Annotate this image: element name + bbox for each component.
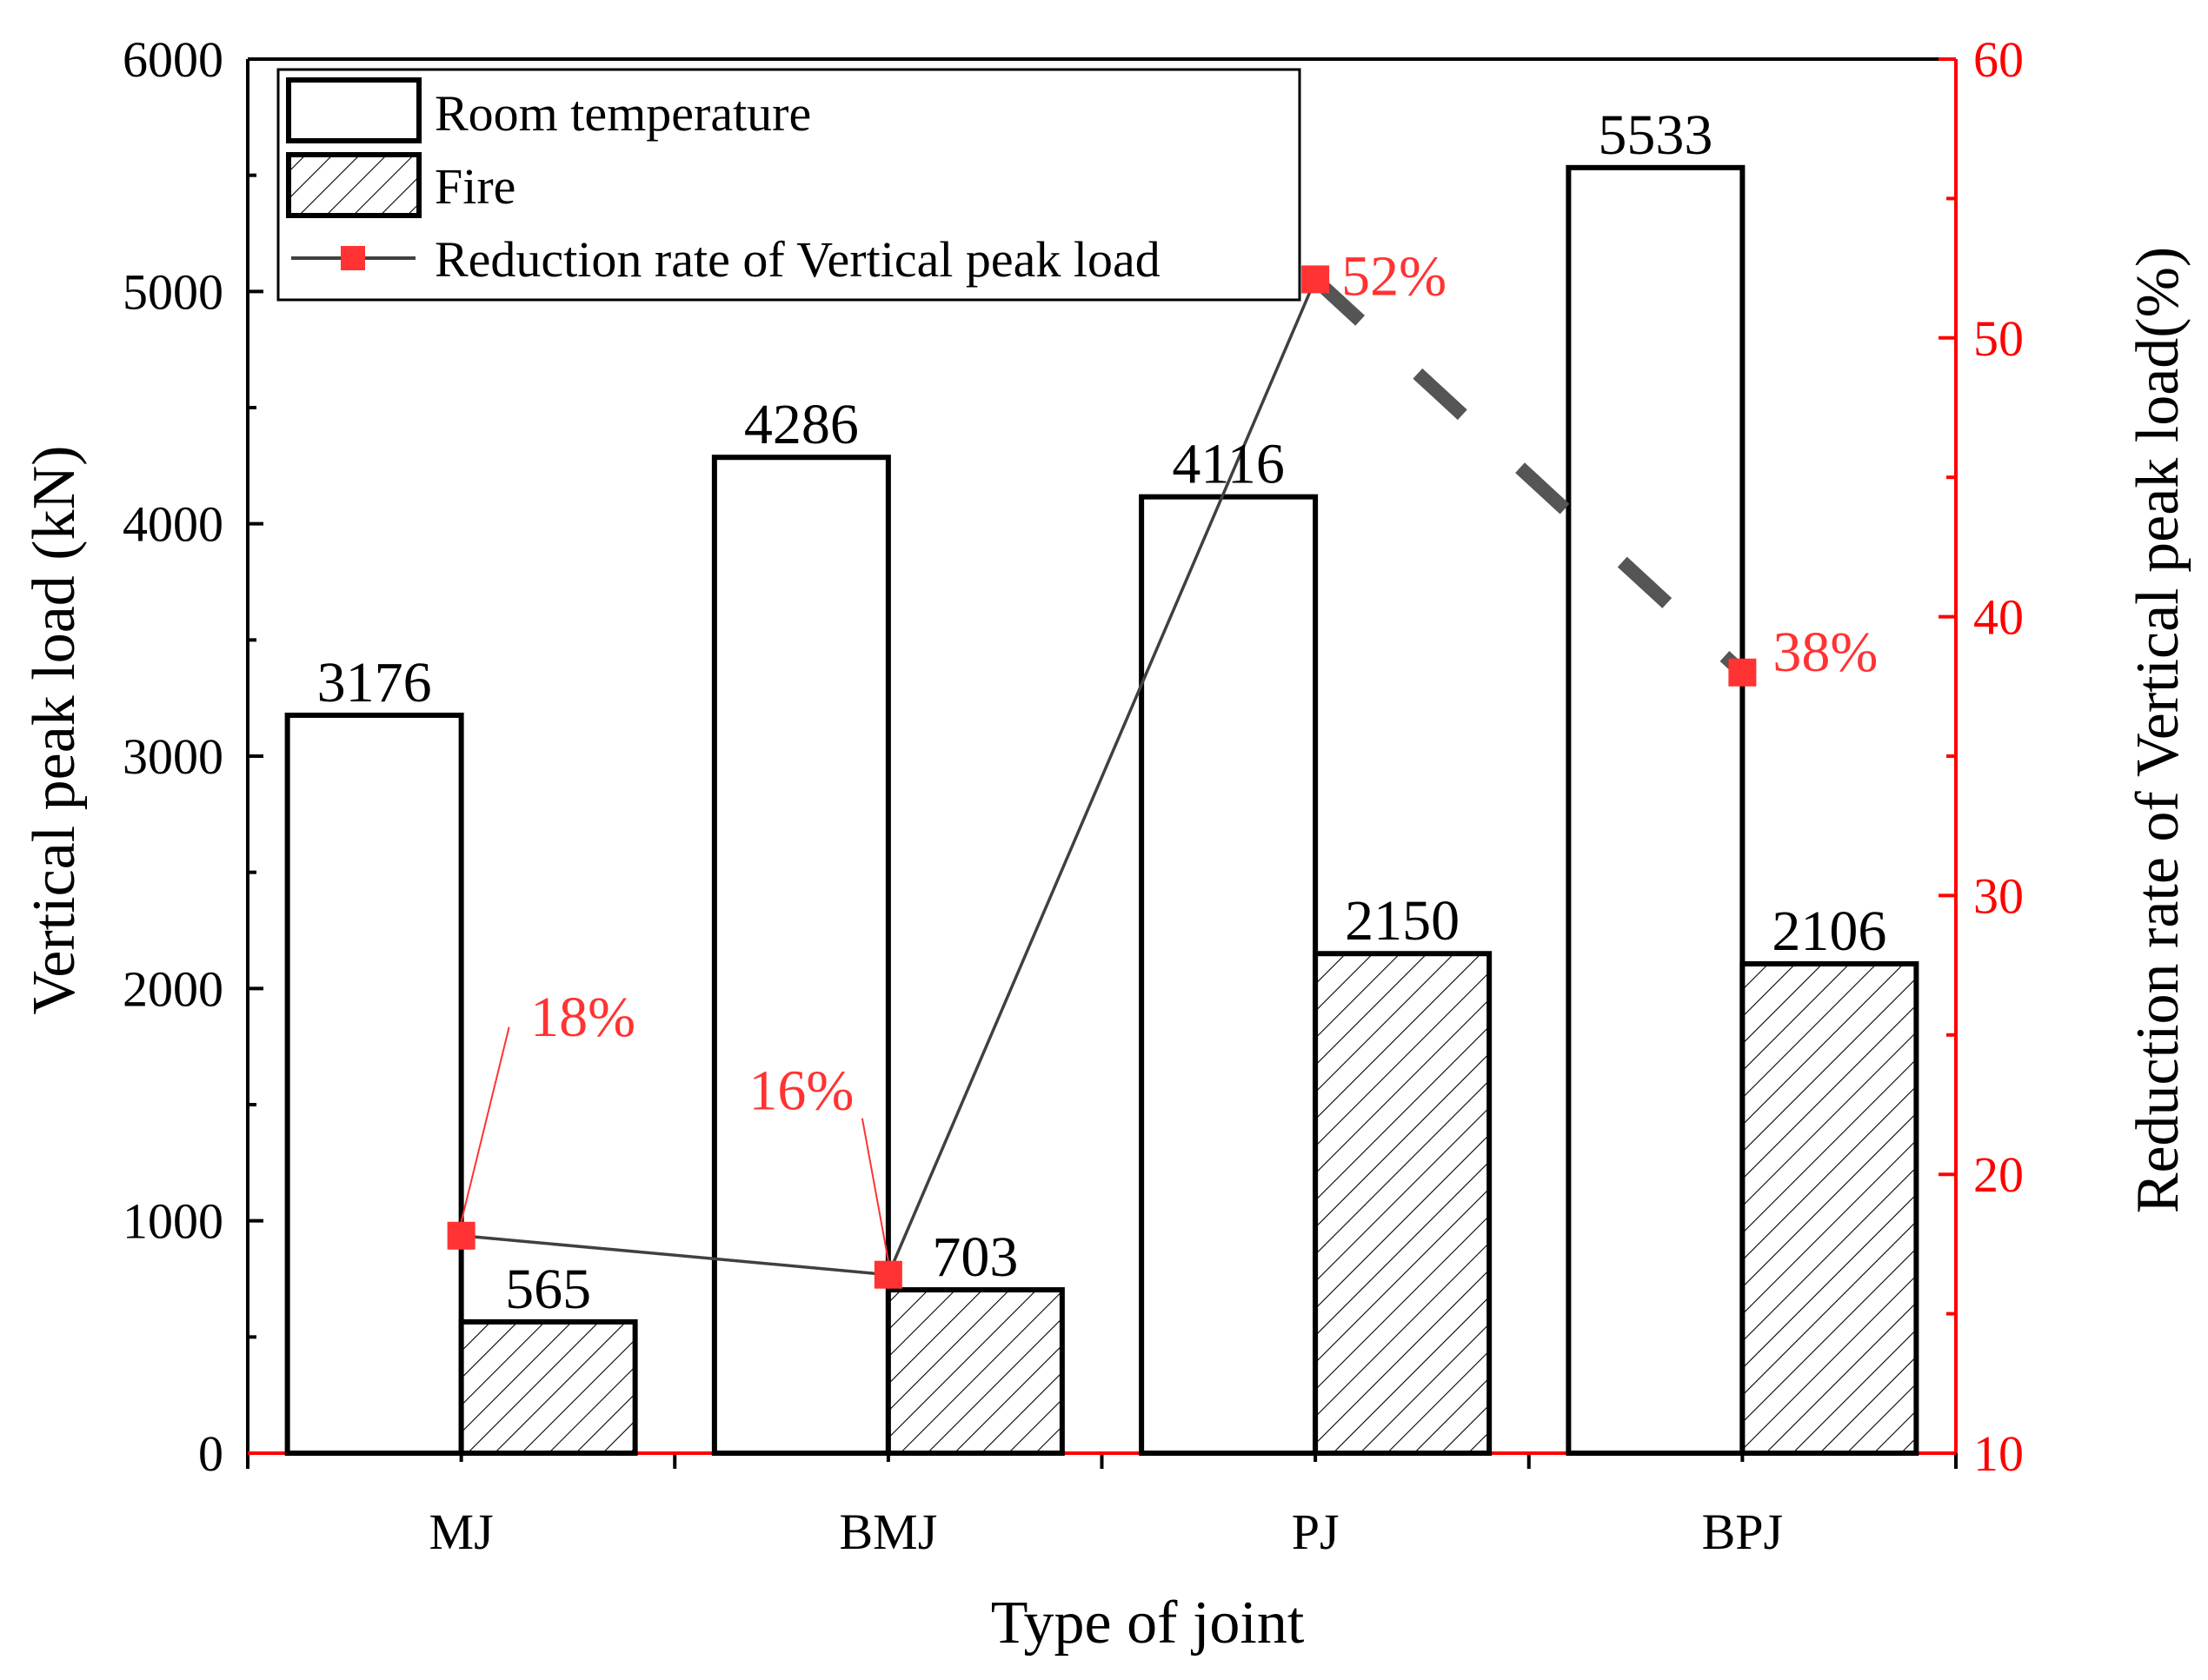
legend-box	[276, 68, 1301, 302]
reduction-marker-MJ	[447, 1221, 476, 1250]
reduction-marker-BMJ	[874, 1260, 902, 1289]
y-tick-label-6: 6000	[123, 31, 223, 88]
y-tick-label-2: 2000	[123, 960, 223, 1017]
y2-axis-title: Reduction rate of Vertical peak load(%)	[2125, 247, 2191, 1213]
x-tick-label-PJ: PJ	[1292, 1504, 1340, 1560]
axes: 0 1000 2000 3000 4000 5000 6000 10 20 30 40 50 60 MJ B…	[123, 31, 2024, 1560]
bar-fire-BMJ	[885, 1287, 1065, 1457]
data-label-fire-MJ: 565	[505, 1258, 591, 1321]
reduction-label-MJ: 18%	[530, 986, 635, 1049]
reduction-line	[447, 265, 1757, 1289]
bar-fire-PJ	[1313, 951, 1493, 1456]
data-label-room-temperature-PJ: 4116	[1172, 433, 1285, 496]
reduction-label-BPJ: 38%	[1772, 621, 1878, 684]
x-tick-label-MJ: MJ	[429, 1504, 494, 1560]
legend-label-room-temperature: Room temperature	[435, 85, 811, 142]
legend-swatch-fire	[286, 152, 422, 218]
y-tick-label-5: 5000	[123, 263, 223, 320]
data-label-room-temperature-BMJ: 4286	[744, 393, 859, 456]
y2-tick-label-5: 60	[1973, 31, 2024, 88]
data-label-room-temperature-BPJ: 5533	[1598, 103, 1713, 167]
bar-room-temperature-MJ	[284, 712, 464, 1456]
bar-fire-BPJ	[1739, 960, 1919, 1456]
bar-room-temperature-BPJ	[1566, 164, 1746, 1456]
y-tick-label-0: 0	[198, 1425, 223, 1482]
y-axis-title: Vertical peak load (kN)	[21, 446, 88, 1015]
y2-tick-label-3: 40	[1973, 589, 2024, 646]
data-labels: 3176 565 4286 703 4116 2150 5533 2106 18% 16% 52% 3…	[317, 103, 1887, 1321]
legend-label-fire: Fire	[435, 158, 515, 215]
y-tick-label-3: 3000	[123, 728, 223, 785]
legend: Room temperature Fire Reduction rate of …	[276, 68, 1301, 302]
x-axis-title: Type of joint	[991, 1590, 1305, 1657]
y2-tick-label-0: 10	[1973, 1425, 2024, 1482]
data-label-room-temperature-MJ: 3176	[317, 651, 432, 714]
bar-room-temperature-BMJ	[711, 455, 891, 1456]
bars	[284, 164, 1919, 1457]
reduction-marker-BPJ	[1728, 658, 1757, 687]
data-label-fire-PJ: 2150	[1345, 889, 1460, 953]
data-label-fire-BPJ: 2106	[1772, 900, 1886, 963]
reduction-marker-PJ	[1301, 265, 1330, 294]
legend-label-reduction-rate: Reduction rate of Vertical peak load	[435, 231, 1161, 288]
leader-line-BMJ	[861, 1118, 889, 1261]
bar-room-temperature-PJ	[1139, 494, 1319, 1456]
reduction-label-BMJ: 16%	[748, 1059, 854, 1123]
y2-tick-label-4: 50	[1973, 310, 2024, 367]
bar-fire-MJ	[458, 1318, 638, 1456]
x-tick-label-BPJ: BPJ	[1702, 1504, 1784, 1560]
y2-tick-label-1: 20	[1973, 1146, 2024, 1203]
y2-tick-label-2: 30	[1973, 867, 2024, 924]
legend-marker-swatch	[341, 246, 365, 270]
y-tick-label-4: 4000	[123, 496, 223, 553]
legend-swatch-room-temperature	[286, 77, 422, 143]
data-label-fire-BMJ: 703	[932, 1225, 1018, 1289]
reduction-label-PJ: 52%	[1341, 244, 1447, 308]
y-tick-label-1: 1000	[123, 1193, 223, 1250]
x-tick-label-BMJ: BMJ	[839, 1504, 937, 1560]
reduction-line-dashed	[1310, 274, 1747, 678]
leader-line-MJ	[460, 1026, 510, 1223]
